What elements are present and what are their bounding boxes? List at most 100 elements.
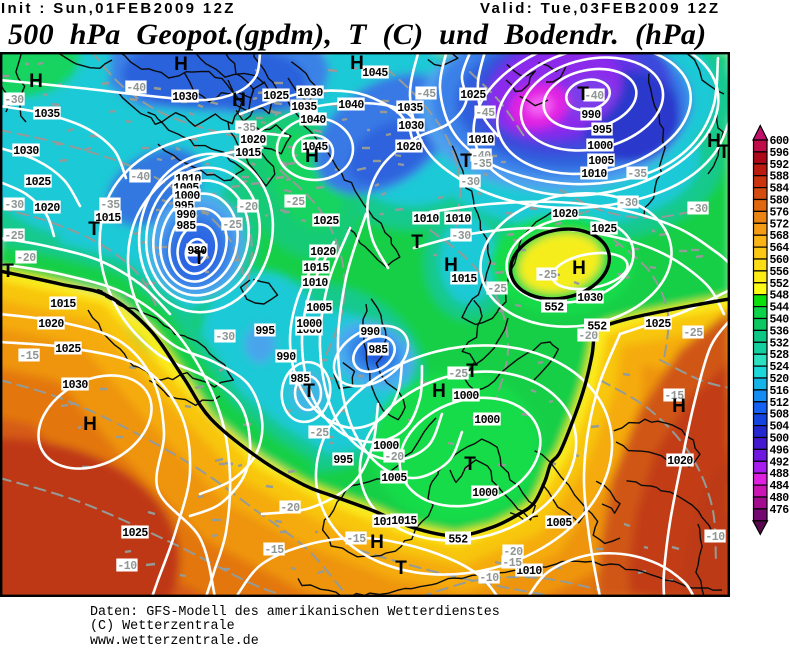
svg-text:532: 532 <box>770 337 790 350</box>
svg-text:-20: -20 <box>578 330 598 343</box>
svg-text:1025: 1025 <box>25 176 51 189</box>
svg-text:520: 520 <box>770 373 790 386</box>
svg-text:1010: 1010 <box>413 213 439 226</box>
svg-text:1020: 1020 <box>310 246 336 259</box>
svg-text:528: 528 <box>770 349 790 362</box>
svg-text:1025: 1025 <box>122 527 148 540</box>
svg-text:1010: 1010 <box>445 213 471 226</box>
svg-text:496: 496 <box>770 444 790 457</box>
svg-text:1020: 1020 <box>667 455 693 468</box>
svg-text:1045: 1045 <box>362 67 388 80</box>
svg-text:480: 480 <box>770 492 790 505</box>
svg-text:1035: 1035 <box>291 101 317 114</box>
svg-text:1045: 1045 <box>302 141 328 154</box>
svg-text:-15: -15 <box>19 350 39 363</box>
svg-text:1010: 1010 <box>516 565 542 578</box>
svg-text:985: 985 <box>368 344 388 357</box>
svg-text:1025: 1025 <box>263 90 289 103</box>
svg-text:H: H <box>29 71 43 92</box>
svg-text:548: 548 <box>770 290 790 303</box>
svg-text:-15: -15 <box>664 390 684 403</box>
svg-text:1000: 1000 <box>474 414 500 427</box>
svg-text:T: T <box>193 248 205 269</box>
svg-text:H: H <box>707 131 721 152</box>
svg-text:-40: -40 <box>584 90 604 103</box>
svg-text:1030: 1030 <box>297 87 323 100</box>
svg-text:-25: -25 <box>222 219 242 232</box>
svg-text:1035: 1035 <box>397 102 423 115</box>
svg-text:980: 980 <box>187 245 207 258</box>
svg-text:544: 544 <box>770 302 790 315</box>
svg-text:985: 985 <box>176 220 196 233</box>
svg-text:-45: -45 <box>416 88 436 101</box>
svg-text:990: 990 <box>276 351 296 364</box>
svg-text:552: 552 <box>544 302 564 315</box>
svg-text:H: H <box>174 54 188 75</box>
svg-text:T: T <box>718 142 730 163</box>
svg-text:-20: -20 <box>238 201 258 214</box>
svg-text:-10: -10 <box>117 560 137 573</box>
svg-text:552: 552 <box>770 278 790 291</box>
svg-text:H: H <box>444 255 458 276</box>
svg-text:1015: 1015 <box>391 515 417 528</box>
svg-text:-20: -20 <box>16 252 36 265</box>
svg-text:1035: 1035 <box>34 108 60 121</box>
svg-text:588: 588 <box>770 171 790 184</box>
svg-text:H: H <box>672 396 686 417</box>
svg-text:572: 572 <box>770 218 790 231</box>
svg-text:552: 552 <box>587 321 607 334</box>
svg-text:1020: 1020 <box>396 141 422 154</box>
svg-text:1025: 1025 <box>460 89 486 102</box>
svg-text:1040: 1040 <box>338 99 364 112</box>
svg-text:524: 524 <box>770 361 790 374</box>
svg-text:H: H <box>305 146 319 167</box>
svg-text:560: 560 <box>770 254 790 267</box>
svg-text:1015: 1015 <box>451 273 477 286</box>
svg-text:1000: 1000 <box>453 390 479 403</box>
svg-text:492: 492 <box>770 456 790 469</box>
svg-text:1005: 1005 <box>588 155 614 168</box>
svg-text:1000: 1000 <box>587 140 613 153</box>
svg-text:985: 985 <box>290 373 310 386</box>
svg-text:580: 580 <box>770 195 790 208</box>
svg-text:-35: -35 <box>627 168 647 181</box>
svg-text:T: T <box>460 151 472 172</box>
svg-text:584: 584 <box>770 183 790 196</box>
svg-text:T: T <box>2 261 14 282</box>
svg-text:-40: -40 <box>130 171 150 184</box>
svg-text:1030: 1030 <box>172 91 198 104</box>
svg-text:1015: 1015 <box>235 147 261 160</box>
svg-text:-25: -25 <box>4 230 24 243</box>
svg-text:1015: 1015 <box>95 212 121 225</box>
svg-text:1015: 1015 <box>303 262 329 275</box>
svg-text:1020: 1020 <box>38 318 64 331</box>
svg-text:-40: -40 <box>126 82 146 95</box>
svg-text:1010: 1010 <box>468 134 494 147</box>
svg-text:995: 995 <box>592 124 612 137</box>
svg-text:-25: -25 <box>537 269 557 282</box>
svg-text:995: 995 <box>255 325 275 338</box>
svg-text:995: 995 <box>333 454 353 467</box>
svg-text:516: 516 <box>770 385 790 398</box>
svg-text:1020: 1020 <box>552 208 578 221</box>
svg-text:1030: 1030 <box>398 120 424 133</box>
svg-text:-30: -30 <box>618 197 638 210</box>
svg-text:-35: -35 <box>100 199 120 212</box>
svg-text:T: T <box>88 219 100 240</box>
svg-text:T: T <box>411 232 423 253</box>
svg-text:-15: -15 <box>346 533 366 546</box>
svg-text:990: 990 <box>360 326 380 339</box>
svg-text:-35: -35 <box>236 122 256 135</box>
svg-text:-25: -25 <box>309 427 329 440</box>
svg-text:512: 512 <box>770 397 790 410</box>
svg-text:H: H <box>370 532 384 553</box>
svg-text:1030: 1030 <box>577 292 603 305</box>
svg-text:-10: -10 <box>705 531 725 544</box>
svg-text:-45: -45 <box>475 107 495 120</box>
svg-text:1000: 1000 <box>296 318 322 331</box>
svg-text:T: T <box>303 381 315 402</box>
svg-text:1005: 1005 <box>546 517 572 530</box>
svg-text:H: H <box>432 381 446 402</box>
svg-text:-25: -25 <box>683 327 703 340</box>
svg-text:-25: -25 <box>487 283 507 296</box>
